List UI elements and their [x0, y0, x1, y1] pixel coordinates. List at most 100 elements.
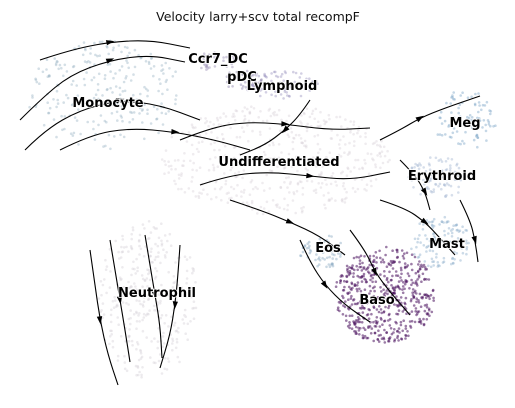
cell-point-baso [365, 301, 369, 305]
cell-point-erythroid [457, 174, 460, 178]
cell-point-mast [461, 245, 465, 248]
cell-point-undifferentiated [287, 152, 291, 156]
cell-point-erythroid [417, 167, 421, 171]
cell-point-neutrophil [137, 358, 141, 362]
cell-point-undifferentiated [379, 145, 383, 149]
cell-point-monocyte [115, 110, 119, 114]
cell-point-monocyte [129, 79, 133, 82]
cell-point-meg [464, 130, 467, 134]
cell-point-undifferentiated [283, 181, 286, 184]
cell-point-lymphoid [314, 80, 318, 83]
cell-point-undifferentiated [330, 129, 334, 132]
cell-point-erythroid [449, 166, 452, 170]
cell-point-baso [406, 272, 410, 275]
cell-point-baso [401, 285, 405, 288]
cell-point-neutrophil [123, 361, 127, 364]
cell-point-pdc [241, 78, 244, 82]
cell-point-mast [438, 223, 441, 226]
cell-point-monocyte [46, 101, 49, 104]
cell-point-undifferentiated [220, 159, 224, 162]
cell-point-baso [419, 305, 423, 309]
cell-point-ccr7_dc [230, 62, 233, 66]
cell-point-ccr7_dc [202, 52, 206, 55]
cell-point-neutrophil [135, 327, 138, 331]
cell-point-baso [352, 272, 355, 275]
cell-point-undifferentiated [301, 141, 304, 145]
cell-point-neutrophil [134, 364, 138, 368]
cell-point-mast [416, 240, 419, 244]
cell-point-erythroid [431, 174, 434, 177]
cell-point-baso [410, 319, 414, 323]
cell-point-baso [342, 296, 345, 300]
cell-point-neutrophil [141, 366, 144, 369]
cell-point-erythroid [427, 180, 430, 184]
cell-point-mast [460, 247, 464, 250]
cell-point-lymphoid [286, 94, 289, 97]
cell-point-undifferentiated [173, 159, 177, 162]
cell-point-eos [330, 250, 333, 253]
cell-point-undifferentiated [322, 119, 326, 122]
cell-point-erythroid [416, 164, 420, 167]
cell-point-baso [372, 260, 376, 264]
cell-point-mast [443, 233, 447, 237]
cell-point-neutrophil [140, 375, 143, 379]
cell-point-baso [347, 298, 350, 302]
cell-point-eos [309, 250, 313, 253]
cell-point-meg [461, 91, 464, 94]
cell-point-undifferentiated [206, 193, 209, 196]
cell-point-undifferentiated [192, 161, 195, 165]
cell-point-eos [328, 265, 332, 269]
cell-point-baso [345, 280, 349, 283]
cell-point-monocyte [85, 71, 88, 74]
cell-point-neutrophil [136, 366, 140, 369]
cell-point-meg [477, 110, 480, 114]
cell-point-undifferentiated [336, 133, 339, 137]
cell-point-monocyte [98, 54, 101, 57]
cell-point-meg [474, 92, 477, 96]
cell-point-monocyte [114, 85, 118, 88]
cell-point-ccr7_dc [207, 53, 211, 56]
cell-point-baso [373, 289, 376, 293]
cell-point-neutrophil [138, 299, 141, 303]
cell-point-monocyte [54, 62, 58, 65]
cell-point-monocyte [48, 106, 52, 110]
cell-point-baso [427, 307, 431, 311]
cell-point-lymphoid [293, 80, 297, 84]
cell-point-mast [436, 265, 440, 268]
cell-point-baso [360, 321, 364, 324]
cell-point-baso [360, 275, 364, 278]
cell-point-undifferentiated [180, 187, 183, 191]
cell-point-undifferentiated [248, 111, 252, 115]
cell-point-undifferentiated [378, 152, 382, 155]
cell-point-neutrophil [154, 242, 157, 246]
cell-point-undifferentiated [338, 147, 342, 150]
cell-point-monocyte [71, 103, 75, 106]
cell-point-eos [323, 240, 326, 243]
cell-point-neutrophil [131, 228, 135, 232]
cell-point-baso [356, 274, 360, 278]
cell-point-undifferentiated [352, 120, 356, 123]
cell-point-undifferentiated [286, 203, 290, 207]
cell-point-baso [391, 249, 394, 252]
cell-point-baso [369, 274, 373, 278]
cell-point-baso [392, 331, 395, 334]
cell-point-monocyte [133, 65, 137, 69]
cell-point-neutrophil [172, 275, 176, 278]
cell-point-mast [431, 226, 435, 230]
cell-point-lymphoid [308, 77, 311, 80]
cell-point-erythroid [445, 182, 449, 185]
cell-point-undifferentiated [271, 141, 275, 144]
cell-point-undifferentiated [177, 187, 180, 191]
cell-point-monocyte [164, 80, 168, 84]
cell-point-baso [387, 306, 390, 310]
cell-point-monocyte [139, 106, 142, 110]
cell-point-neutrophil [128, 328, 131, 331]
cell-point-baso [417, 301, 421, 304]
cell-point-baso [388, 312, 391, 316]
cell-point-undifferentiated [331, 157, 334, 160]
cell-point-undifferentiated [379, 155, 383, 158]
cell-point-baso [350, 266, 353, 270]
cell-point-undifferentiated [278, 206, 282, 209]
cell-point-baso [374, 251, 378, 254]
cell-point-meg [473, 126, 477, 130]
